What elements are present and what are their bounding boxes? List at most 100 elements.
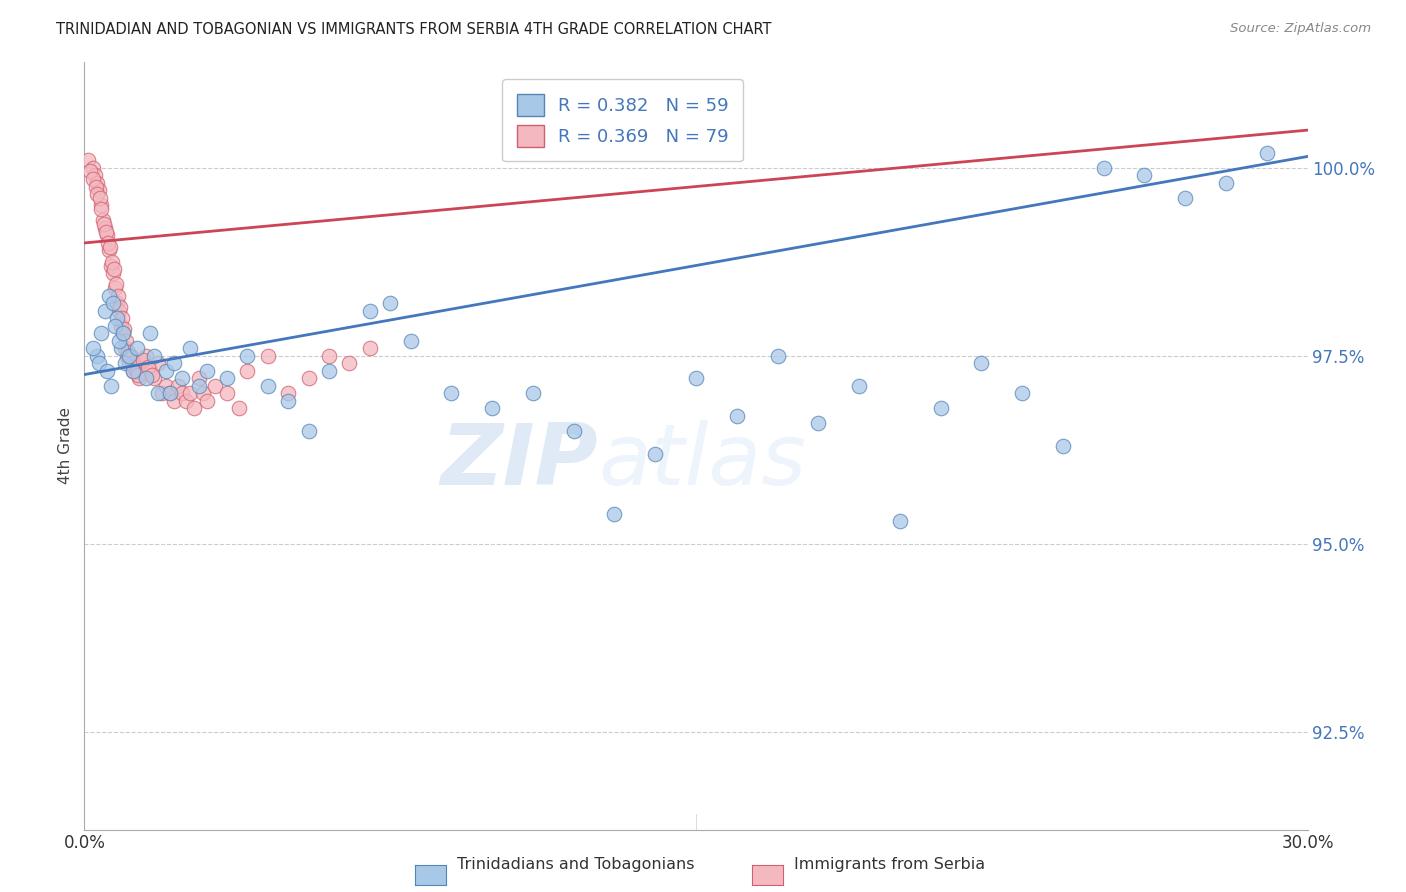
Point [101, 296, 124, 310]
Point [481, 401, 503, 416]
Point [96, 228, 118, 243]
Point [257, 349, 280, 363]
Point [1215, 176, 1237, 190]
Point [84, 179, 107, 194]
Point [101, 266, 124, 280]
Point [562, 424, 585, 438]
Point [138, 364, 160, 378]
Point [115, 349, 138, 363]
Point [108, 303, 131, 318]
Point [848, 379, 870, 393]
Point [125, 364, 148, 378]
Text: ZIP: ZIP [440, 420, 598, 503]
Point [163, 356, 186, 370]
Point [155, 364, 177, 378]
Point [399, 334, 422, 348]
Y-axis label: 4th Grade: 4th Grade [58, 408, 73, 484]
Point [136, 359, 159, 374]
Point [228, 401, 250, 416]
Point [135, 371, 157, 385]
Point [110, 318, 132, 333]
Point [118, 356, 141, 370]
Point [277, 393, 299, 408]
Point [141, 368, 163, 382]
Point [107, 288, 129, 302]
Point [112, 326, 135, 341]
Point [117, 345, 139, 359]
Point [1052, 439, 1074, 453]
Point [105, 311, 128, 326]
Point [82, 161, 104, 175]
Point [94, 225, 117, 239]
Point [644, 446, 666, 460]
Point [298, 424, 321, 438]
Point [142, 349, 165, 363]
Point [87, 356, 110, 370]
Point [128, 371, 150, 385]
Point [120, 349, 142, 363]
Point [90, 326, 112, 341]
Point [112, 322, 135, 336]
Point [522, 386, 544, 401]
Point [79, 164, 101, 178]
Point [318, 364, 340, 378]
Point [82, 341, 104, 355]
Point [142, 371, 165, 385]
Point [110, 341, 132, 355]
Legend: R = 0.382   N = 59, R = 0.369   N = 79: R = 0.382 N = 59, R = 0.369 N = 79 [502, 79, 744, 161]
Text: Trinidadians and Tobagonians: Trinidadians and Tobagonians [457, 857, 695, 872]
Point [257, 379, 280, 393]
Point [1133, 168, 1156, 182]
Point [121, 356, 143, 370]
Point [108, 334, 131, 348]
Point [86, 187, 108, 202]
Point [93, 220, 115, 235]
Point [118, 349, 141, 363]
Point [277, 386, 299, 401]
Point [380, 296, 402, 310]
Point [217, 371, 239, 385]
Point [122, 364, 145, 378]
Point [440, 386, 463, 401]
Point [318, 349, 340, 363]
Point [93, 303, 115, 318]
Point [167, 379, 190, 393]
Point [172, 386, 194, 401]
Point [195, 393, 218, 408]
Point [105, 277, 128, 292]
Text: atlas: atlas [598, 420, 806, 503]
Point [685, 371, 707, 385]
Point [163, 393, 186, 408]
Point [105, 296, 128, 310]
Point [889, 514, 911, 528]
Point [122, 359, 145, 374]
Point [172, 371, 194, 385]
Point [103, 262, 125, 277]
Point [98, 240, 121, 254]
Point [174, 393, 197, 408]
Point [929, 401, 952, 416]
Point [91, 213, 114, 227]
Point [359, 303, 381, 318]
Point [127, 368, 149, 382]
Point [93, 217, 115, 231]
Point [179, 386, 201, 401]
Point [122, 364, 145, 378]
Point [112, 326, 135, 341]
Point [970, 356, 993, 370]
Point [191, 386, 214, 401]
Point [146, 386, 169, 401]
Point [195, 364, 218, 378]
Point [86, 176, 108, 190]
Point [155, 379, 177, 393]
Point [1256, 145, 1278, 160]
Point [86, 349, 108, 363]
Point [100, 259, 122, 273]
Point [766, 349, 789, 363]
Point [104, 318, 127, 333]
Point [131, 356, 153, 370]
Point [339, 356, 361, 370]
Point [132, 352, 155, 367]
Point [725, 409, 748, 423]
Text: TRINIDADIAN AND TOBAGONIAN VS IMMIGRANTS FROM SERBIA 4TH GRADE CORRELATION CHART: TRINIDADIAN AND TOBAGONIAN VS IMMIGRANTS… [56, 22, 772, 37]
